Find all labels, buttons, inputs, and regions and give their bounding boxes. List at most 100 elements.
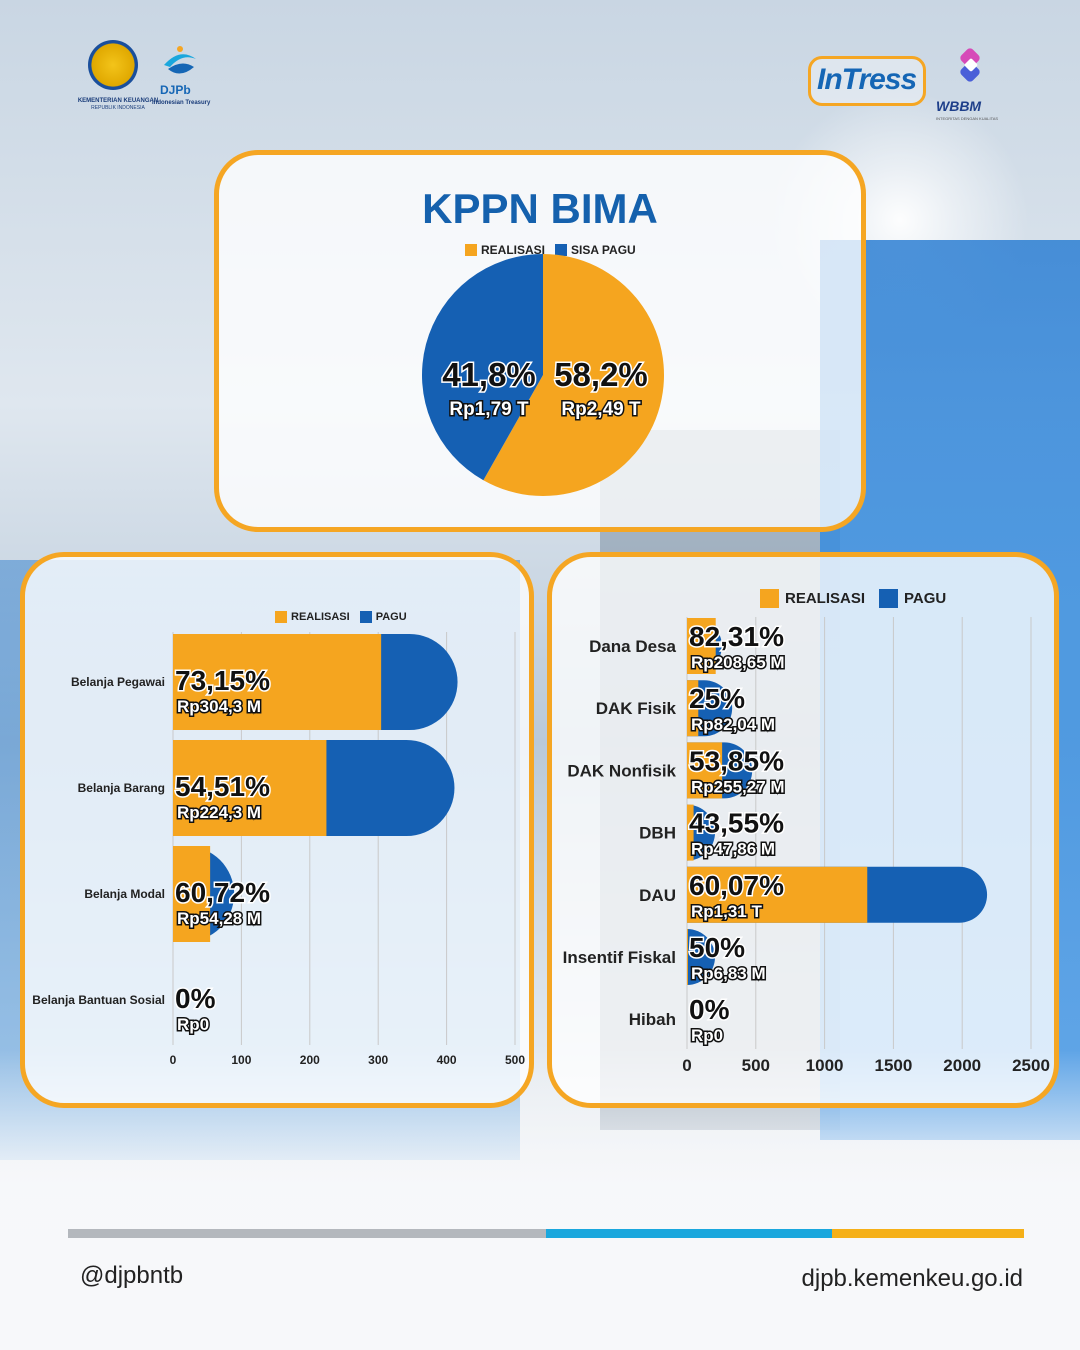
x-tick-label: 0 [170,1053,177,1067]
bar-realisasi [687,742,723,799]
category-label: Belanja Bantuan Sosial [32,993,165,1007]
transfer-chart-card: REALISASI PAGU 0 500 1000 1500 2000 2500 Dana … [547,552,1059,1108]
legend-pagu-swatch [879,589,899,608]
legend-realisasi-label: REALISASI [291,611,350,623]
bar-value-label: Rp1,31 T [691,902,762,921]
bar-value-label: Rp208,65 M [691,653,785,672]
legend-sisa-pagu-label: SISA PAGU [571,243,636,257]
djpb-mark-icon [164,46,196,74]
pie-label-sisa-pagu-value: Rp1,79 T [449,399,529,420]
bar-value-label: Rp54,28 M [177,909,261,928]
pie-chart: 58,2% Rp2,49 T 41,8% Rp1,79 T [422,254,664,496]
category-label: DAU [639,886,676,905]
belanja-bar-chart: 0 100 200 300 400 500 Belanja Pegawai 73,15%Rp3… [32,632,525,1067]
belanja-chart-card: REALISASI PAGU 0 100 200 300 400 500 Belanja P… [20,552,534,1108]
kemenkeu-name: KEMENTERIAN KEUANGAN [77,98,159,104]
legend-pagu-label: PAGU [904,590,947,607]
bar-pagu [687,804,715,861]
pie-legend: REALISASI SISA PAGU [465,243,646,257]
x-tick-label: 300 [368,1053,388,1067]
legend-realisasi-label: REALISASI [785,590,866,607]
footer-bar-gray [68,1229,546,1238]
bar-percent-label: 53,85% [689,745,784,776]
bar-realisasi [687,929,688,985]
bar-percent-label: 73,15% [175,665,270,696]
bar-value-label: Rp82,04 M [691,715,775,734]
category-label: Belanja Modal [84,887,165,901]
legend-realisasi-label: REALISASI [481,243,546,257]
category-label: Dana Desa [589,637,676,656]
x-tick-label: 500 [505,1053,525,1067]
kemenkeu-logo: KEMENTERIAN KEUANGAN REPUBLIK INDONESIA [78,40,158,111]
kppn-title: KPPN BIMA [422,185,658,232]
website-link[interactable]: djpb.kemenkeu.go.id [801,1265,1023,1292]
bar-realisasi [687,866,868,923]
bar-value-label: Rp0 [177,1015,209,1034]
x-tick-label: 1500 [874,1056,912,1075]
bar-percent-label: 0% [175,983,216,1014]
djpb-logo: DJPb Indonesian Treasury [152,45,222,115]
bar-percent-label: 43,55% [689,808,784,839]
social-handle[interactable]: @djpbntb [80,1262,184,1289]
footer-bar-orange [832,1229,1024,1238]
category-label: DAK Fisik [596,699,677,718]
wbbm-text: WBBM [936,98,982,114]
pie-label-realisasi-percent: 58,2% [554,356,648,393]
bar-pagu [687,929,715,985]
footer-bar-cyan [546,1229,832,1238]
legend-pagu-label: PAGU [375,611,407,623]
kemenkeu-subname: REPUBLIK INDONESIA [91,105,145,111]
x-tick-label: 2500 [1012,1056,1050,1075]
pie-label-realisasi-value: Rp2,49 T [561,399,641,420]
legend-sisa-pagu-swatch [555,244,568,256]
bar-value-label: Rp224,3 M [177,803,261,822]
pie-label-sisa-pagu-percent: 41,8% [442,356,536,393]
x-tick-label: 100 [231,1053,251,1067]
pie-slice-realisasi [483,254,664,496]
bar-realisasi [687,804,694,861]
right-chart-legend: REALISASI PAGU [760,589,956,608]
bar-value-label: Rp6,83 M [691,964,766,983]
bar-value-label: Rp255,27 M [691,777,785,796]
intress-logo: InTress [808,56,926,106]
legend-realisasi-swatch [465,244,477,256]
bar-value-label: Rp0 [691,1026,723,1045]
pie-slice-sisa-pagu [422,254,543,481]
bar-realisasi [173,634,382,730]
garuda-emblem-icon [88,40,138,90]
x-tick-label: 200 [300,1053,320,1067]
djpb-subname: Indonesian Treasury [152,100,211,106]
wbbm-logo: WBBM INTEGRITAS DENGAN KUALITAS [932,48,1012,128]
bar-realisasi [687,680,699,737]
djpb-name: DJPb [160,83,191,97]
x-tick-label: 1000 [806,1056,844,1075]
bar-percent-label: 0% [689,994,730,1025]
bar-realisasi [173,740,327,836]
bar-realisasi [173,846,211,942]
bar-percent-label: 25% [689,683,745,714]
x-tick-label: 400 [437,1053,457,1067]
bar-percent-label: 60,72% [175,877,270,908]
wbbm-mark-icon [960,48,980,82]
bar-percent-label: 60,07% [689,870,784,901]
bar-percent-label: 82,31% [689,621,784,652]
left-chart-legend: REALISASI PAGU [275,611,417,623]
category-label: DAK Nonfisik [567,761,676,780]
legend-realisasi-swatch [275,611,287,623]
category-label: Belanja Barang [78,781,165,795]
x-tick-label: 2000 [943,1056,981,1075]
bar-value-label: Rp304,3 M [177,697,261,716]
legend-pagu-swatch [359,611,372,623]
bar-percent-label: 54,51% [175,771,270,802]
kppn-summary-card: KPPN BIMA REALISASI SISA PAGU 58,2% Rp2,4… [214,150,866,532]
bar-realisasi [687,618,716,674]
bar-value-label: Rp47,86 M [691,840,775,859]
category-label: Insentif Fiskal [563,948,676,967]
x-tick-label: 0 [682,1056,691,1075]
category-label: DBH [639,824,676,843]
wbbm-subtext: INTEGRITAS DENGAN KUALITAS [936,116,999,121]
bar-percent-label: 50% [689,932,745,963]
legend-realisasi-swatch [760,589,779,608]
category-label: Hibah [629,1010,676,1029]
intress-text: InTress [817,63,917,96]
